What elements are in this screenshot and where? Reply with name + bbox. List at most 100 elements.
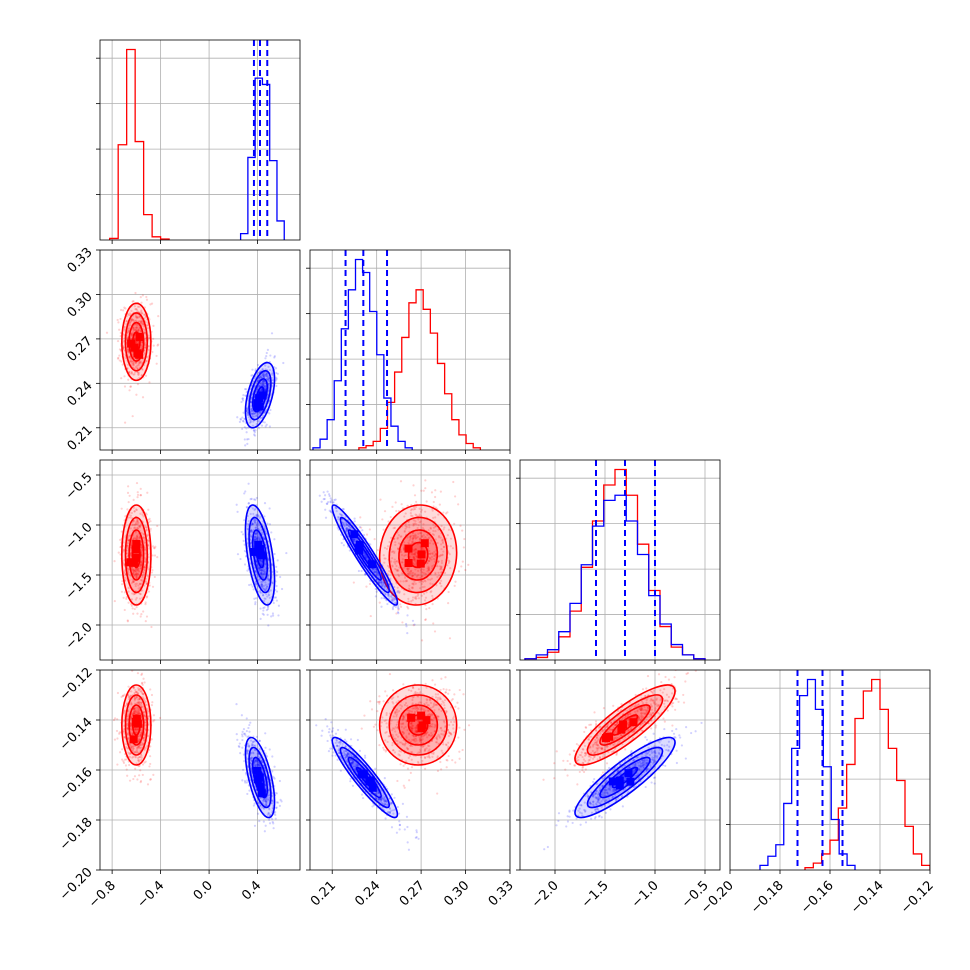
series-a-sample-point — [138, 536, 141, 539]
series-b-sample-point — [246, 792, 249, 796]
series-a-sample-point — [123, 693, 126, 696]
series-a-contour — [407, 541, 429, 569]
series-a-sample-point — [121, 748, 124, 751]
series-a-sample-point — [454, 495, 457, 498]
series-b-sample-point — [374, 595, 377, 598]
series-a-histogram — [358, 289, 482, 450]
series-b-sample-point — [260, 569, 264, 572]
series-a-sample-point — [137, 371, 141, 375]
series-b-sample-point — [384, 592, 387, 595]
series-a-sample-point — [404, 576, 407, 579]
series-a-sample-point — [127, 501, 130, 504]
series-a-sample-point — [138, 361, 141, 364]
series-b-sample-point — [251, 424, 255, 427]
series-b-sample-point — [258, 376, 261, 379]
series-a-sample-point — [140, 552, 143, 556]
series-a-sample-point — [420, 570, 423, 574]
series-a-peak-cell — [417, 550, 426, 559]
series-b-sample-point — [277, 614, 280, 617]
series-b-sample-point — [323, 497, 326, 501]
series-b-sample-point — [266, 578, 269, 581]
series-a-sample-point — [406, 569, 410, 573]
series-a-sample-point — [126, 728, 129, 731]
series-a-sample-point — [431, 552, 434, 556]
series-a-sample-point — [124, 746, 128, 749]
series-a-sample-point — [449, 545, 452, 548]
series-b-contour — [331, 504, 399, 606]
series-b-sample-point — [273, 355, 276, 358]
x-tick-label: −0.16 — [798, 878, 837, 917]
series-b-sample-point — [266, 607, 270, 611]
series-a-sample-point — [137, 702, 141, 705]
series-b-sample-point — [398, 591, 401, 594]
series-a-sample-point — [136, 672, 140, 675]
series-a-sample-point — [134, 523, 137, 526]
series-a-sample-point — [134, 751, 137, 754]
series-b-sample-point — [261, 580, 264, 583]
series-b-sample-point — [369, 543, 372, 546]
series-b-sample-point — [256, 537, 259, 541]
series-a-sample-point — [134, 755, 137, 758]
series-b-sample-point — [382, 597, 386, 600]
series-b-sample-point — [267, 379, 270, 382]
series-b-sample-point — [262, 609, 265, 612]
series-b-sample-point — [244, 490, 247, 493]
series-b-sample-point — [259, 370, 262, 373]
series-a-sample-point — [411, 599, 414, 602]
series-b-sample-point — [371, 568, 374, 571]
series-b-sample-point — [266, 372, 269, 375]
series-a-sample-point — [137, 373, 140, 376]
series-a-sample-point — [401, 558, 405, 561]
series-a-sample-point — [135, 393, 138, 396]
series-b-sample-point — [384, 593, 387, 596]
series-b-sample-point — [257, 523, 261, 527]
series-a-sample-point — [137, 728, 140, 731]
series-a-sample-point — [415, 575, 419, 578]
series-a-sample-point — [134, 531, 137, 534]
series-a-sample-point — [428, 542, 432, 545]
series-a-sample-point — [137, 689, 140, 692]
y-tick-label: −1.5 — [63, 570, 96, 603]
series-a-peak-cell — [404, 559, 413, 568]
series-a-sample-point — [144, 346, 147, 349]
series-b-sample-point — [271, 382, 274, 385]
series-a-sample-point — [145, 298, 149, 301]
series-a-sample-point — [139, 578, 143, 582]
series-a-contour — [131, 331, 141, 353]
series-a-sample-point — [137, 745, 140, 749]
series-b-sample-point — [259, 410, 262, 413]
series-b-sample-point — [380, 605, 383, 608]
series-a-sample-point — [139, 733, 143, 736]
series-a-sample-point — [413, 572, 416, 575]
series-a-sample-point — [138, 525, 141, 528]
series-a-sample-point — [149, 762, 152, 766]
series-a-sample-point — [135, 567, 138, 571]
series-a-sample-point — [143, 539, 146, 542]
series-b-sample-point — [265, 608, 269, 612]
series-a-sample-point — [129, 744, 132, 748]
series-a-sample-point — [133, 699, 136, 702]
series-b-sample-point — [259, 756, 262, 759]
series-a-sample-point — [400, 553, 404, 557]
series-a-sample-point — [151, 350, 154, 354]
series-a-sample-point — [144, 542, 147, 545]
series-b-sample-point — [247, 412, 250, 415]
series-a-sample-point — [127, 568, 130, 572]
series-b-sample-point — [259, 375, 262, 378]
series-a-sample-point — [431, 551, 434, 555]
series-a-sample-point — [446, 534, 449, 537]
series-a-sample-point — [396, 586, 399, 589]
series-a-sample-point — [144, 724, 147, 727]
series-a-sample-point — [407, 567, 410, 571]
series-a-sample-point — [137, 328, 140, 331]
series-a-sample-point — [141, 743, 144, 747]
series-a-sample-point — [431, 532, 434, 536]
series-a-sample-point — [135, 728, 138, 731]
series-b-sample-point — [364, 554, 367, 557]
series-a-sample-point — [408, 588, 411, 591]
series-a-sample-point — [440, 539, 444, 542]
series-b-sample-point — [266, 574, 270, 578]
series-a-sample-point — [135, 746, 139, 749]
series-a-sample-point — [126, 348, 129, 351]
series-b-sample-point — [248, 557, 251, 560]
